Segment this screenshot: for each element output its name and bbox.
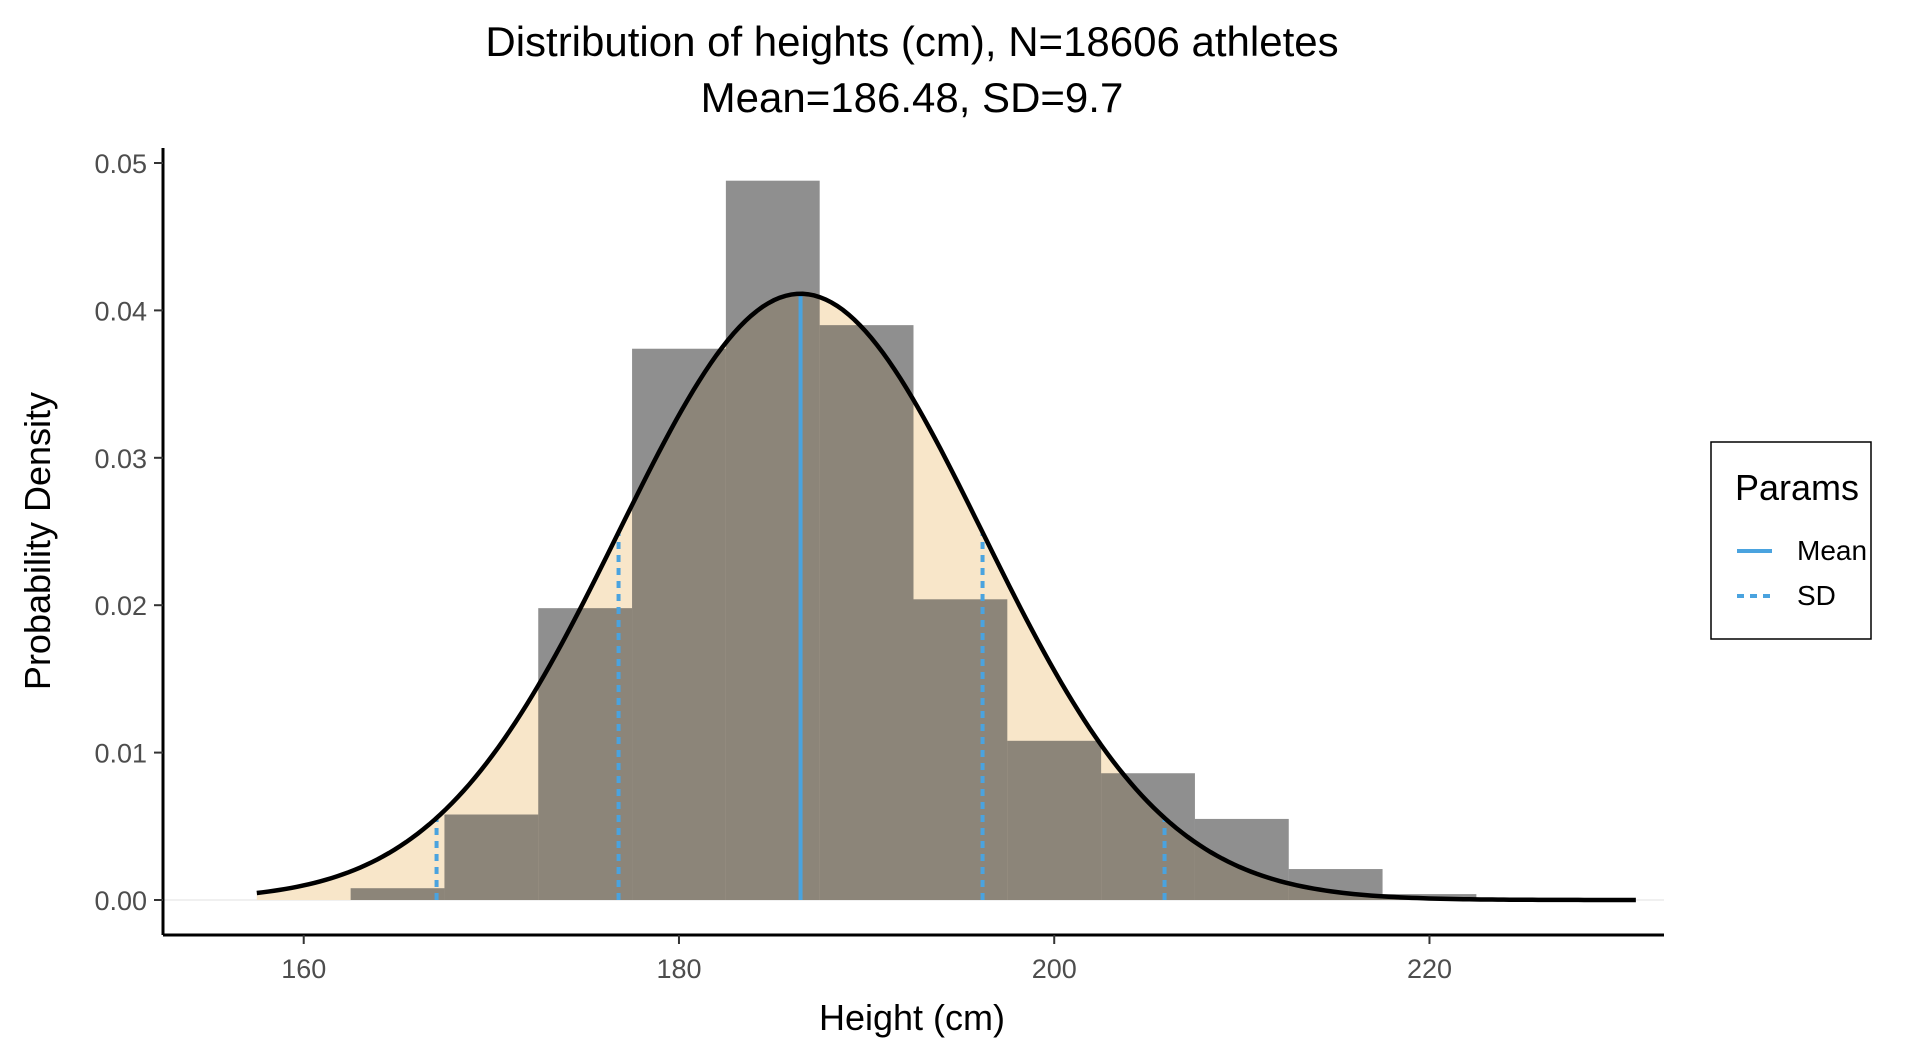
legend-title: Params (1735, 467, 1859, 508)
y-tick-label: 0.03 (94, 444, 147, 474)
x-axis-title: Height (cm) (819, 997, 1005, 1038)
histogram-bar (819, 325, 914, 900)
x-tick-label: 220 (1407, 954, 1452, 984)
histogram-bar (1007, 740, 1102, 900)
histogram-bar (1101, 773, 1195, 900)
histogram-bar (1194, 818, 1289, 900)
plot-area: 160 180 200 220 0.00 0.01 0.02 0.03 0.04 0.05 (94, 148, 1664, 984)
legend-box (1710, 441, 1872, 640)
y-tick-label: 0.01 (94, 739, 147, 769)
y-axis-title: Probability Density (17, 392, 58, 690)
chart-title: Distribution of heights (cm), N=18606 at… (485, 18, 1338, 65)
y-tick-label: 0.00 (94, 886, 147, 916)
y-tick-label: 0.05 (94, 149, 147, 179)
chart-subtitle: Mean=186.48, SD=9.7 (701, 74, 1124, 121)
x-tick-label: 200 (1032, 954, 1077, 984)
histogram-bar (632, 348, 726, 901)
y-tick-label: 0.02 (94, 591, 147, 621)
histogram-bar (725, 180, 820, 900)
legend: Params Mean SD (1710, 441, 1872, 640)
normal-curve (256, 291, 1636, 903)
y-tick-label: 0.04 (94, 296, 147, 326)
histogram-bar (913, 599, 1008, 900)
histogram-bar (444, 814, 539, 900)
legend-label-mean: Mean (1797, 535, 1867, 566)
x-tick-label: 180 (656, 954, 701, 984)
legend-label-sd: SD (1797, 580, 1836, 611)
x-tick-label: 160 (281, 954, 326, 984)
histogram-bar (350, 888, 445, 900)
